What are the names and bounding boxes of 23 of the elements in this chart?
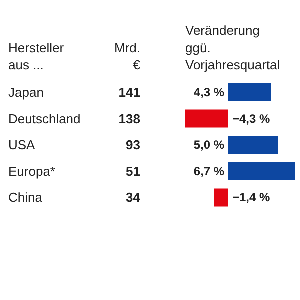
bar	[228, 162, 296, 180]
bar	[186, 110, 228, 128]
bar	[214, 188, 228, 207]
data-label: 5,0 %	[194, 138, 225, 152]
data-label: 141	[118, 85, 141, 100]
data-label: 34	[126, 190, 142, 206]
data-label: −4,3 %	[232, 112, 271, 126]
y-tick-label: Japan	[8, 85, 44, 100]
y-tick-label: USA	[8, 138, 36, 153]
bar	[228, 136, 278, 154]
data-label: −1,4 %	[232, 190, 271, 205]
data-label: 4,3 %	[194, 86, 225, 100]
y-tick-label: Europa*	[8, 164, 56, 179]
data-label: 6,7 %	[194, 164, 225, 178]
data-label: 51	[126, 164, 141, 179]
chart-title: Veränderung ggü. Vorjahresquartal	[186, 23, 280, 72]
text: Mrd. €	[114, 40, 142, 72]
data-label: 93	[126, 138, 141, 153]
bar	[228, 84, 272, 102]
y-tick-label: Deutschland	[8, 111, 81, 126]
data-label: 138	[118, 111, 141, 126]
y-tick-label: China	[8, 190, 44, 206]
y-axis-title: Hersteller aus ...	[8, 40, 65, 72]
